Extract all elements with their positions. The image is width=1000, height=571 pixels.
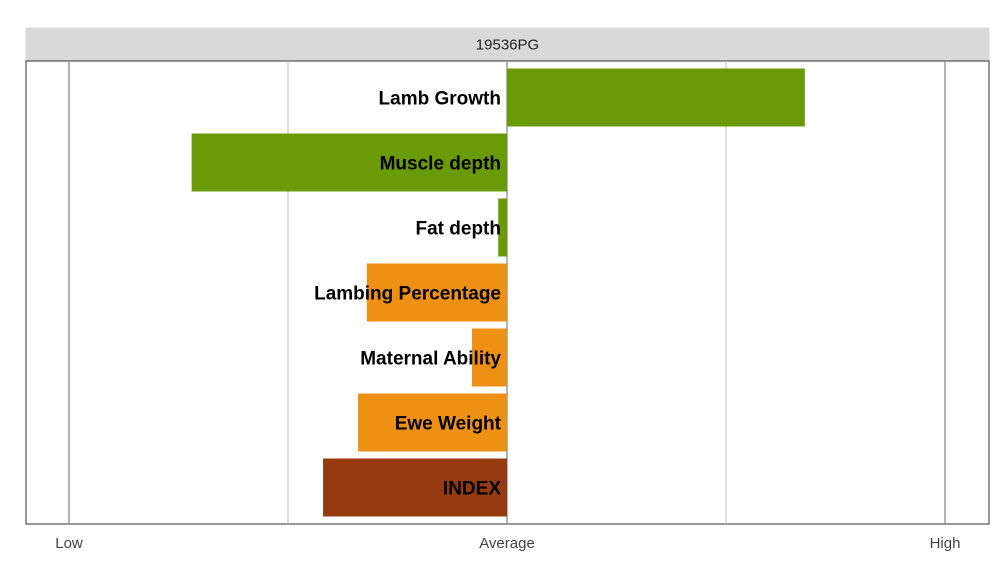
bar-label: Maternal Ability: [360, 349, 501, 370]
bar: [507, 68, 805, 127]
bar-label: Muscle depth: [380, 154, 501, 175]
bar-labels: Lamb Growth Muscle depth Fat depth Lambing …: [314, 89, 502, 500]
bar-label: Fat depth: [416, 219, 502, 240]
bars: [191, 68, 805, 517]
bar: [366, 263, 507, 322]
chart-title: 19536PG: [476, 37, 539, 54]
bar: [498, 198, 507, 257]
bar: [471, 328, 507, 387]
bar-label: Lambing Percentage: [314, 284, 501, 305]
x-tick-labels: Low Average High: [55, 535, 960, 552]
x-tick-label: Low: [55, 535, 83, 552]
facet-strip: [25, 27, 990, 62]
bar-label: Ewe Weight: [395, 414, 502, 435]
x-tick-label: High: [930, 535, 961, 552]
bar: [358, 393, 507, 452]
bar-label: INDEX: [443, 479, 501, 500]
bar-label: Lamb Growth: [379, 89, 501, 110]
bar: [191, 133, 507, 192]
x-tick-label: Average: [479, 535, 535, 552]
bar: [323, 458, 507, 517]
